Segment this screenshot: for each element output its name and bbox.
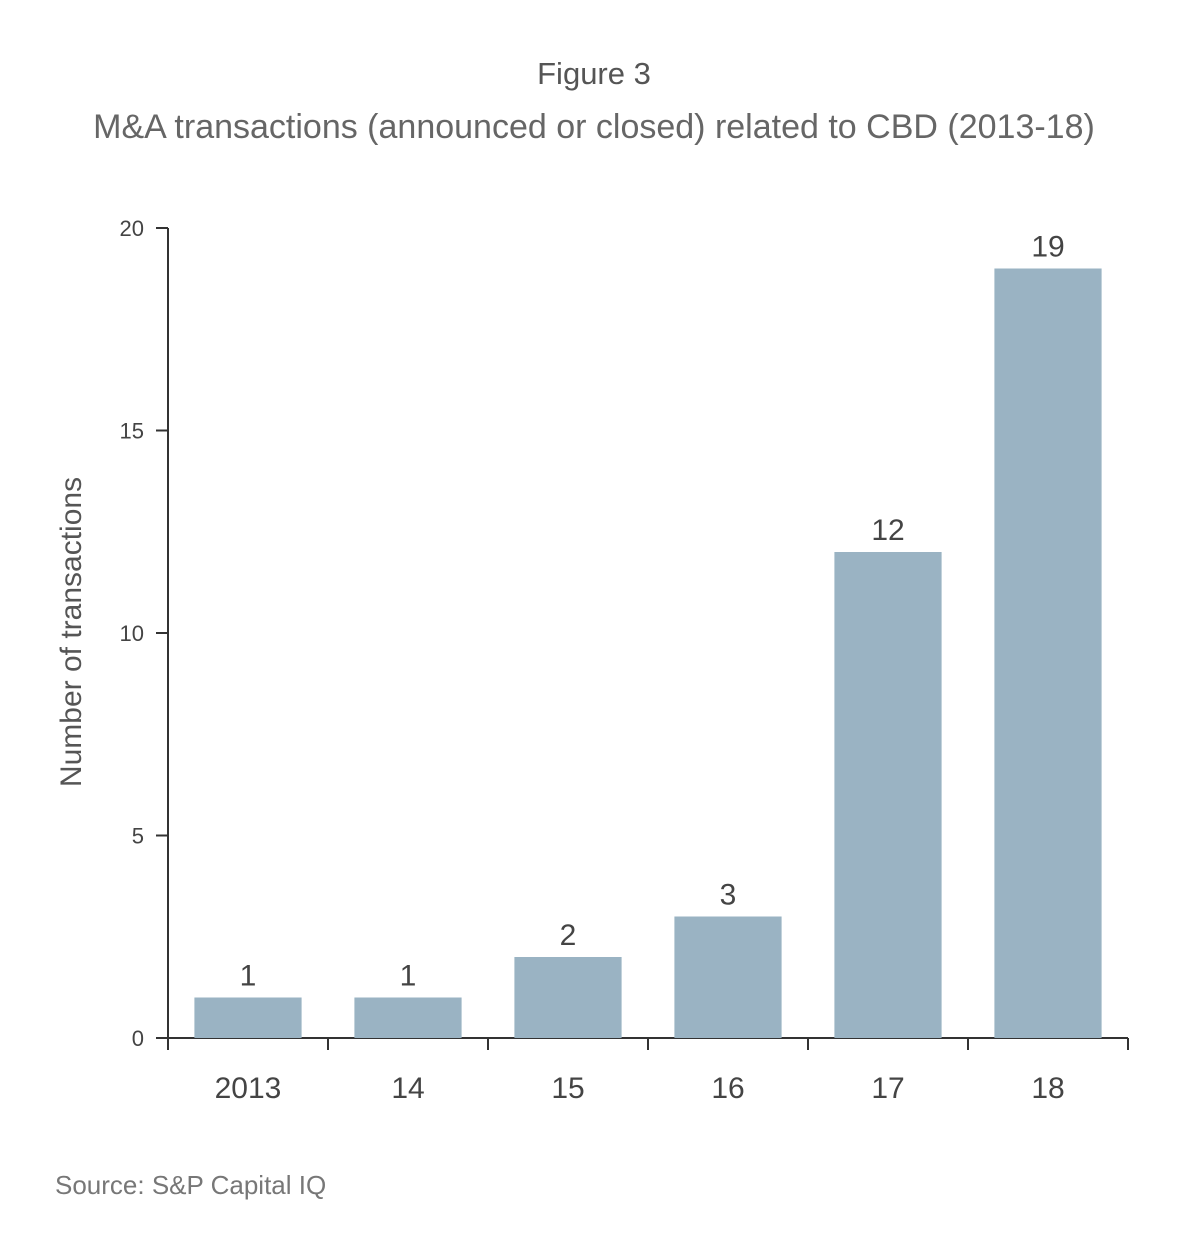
bar-17 xyxy=(834,552,942,1038)
x-tick-label: 15 xyxy=(551,1072,584,1105)
figure-label: Figure 3 xyxy=(537,56,651,91)
data-label: 2 xyxy=(560,919,577,952)
bar-14 xyxy=(354,997,462,1038)
y-tick-label: 15 xyxy=(120,419,144,444)
chart-title: M&A transactions (announced or closed) r… xyxy=(93,108,1095,146)
y-axis: 0 5 10 15 20 xyxy=(120,216,169,1051)
bar-16 xyxy=(674,916,782,1038)
data-label: 3 xyxy=(720,879,737,912)
bar-18 xyxy=(994,268,1102,1038)
x-tick-label: 17 xyxy=(871,1072,904,1105)
y-axis-label: Number of transactions xyxy=(55,477,88,787)
data-label: 19 xyxy=(1031,231,1064,264)
data-label: 12 xyxy=(871,514,904,547)
x-axis: 2013 14 15 16 17 18 xyxy=(167,1037,1129,1105)
bars xyxy=(194,268,1102,1038)
y-tick-label: 10 xyxy=(120,621,144,646)
y-tick-label: 5 xyxy=(132,824,144,849)
data-label: 1 xyxy=(400,960,417,993)
x-tick-label: 14 xyxy=(391,1072,424,1105)
y-tick-label: 20 xyxy=(120,216,144,241)
x-tick-label: 16 xyxy=(711,1072,744,1105)
x-tick-label: 18 xyxy=(1031,1072,1064,1105)
y-tick-label: 0 xyxy=(132,1026,144,1051)
data-label: 1 xyxy=(240,960,257,993)
source-note: Source: S&P Capital IQ xyxy=(55,1170,327,1200)
bar-15 xyxy=(514,957,622,1038)
x-tick-label: 2013 xyxy=(215,1072,282,1105)
bar-2013 xyxy=(194,997,302,1038)
